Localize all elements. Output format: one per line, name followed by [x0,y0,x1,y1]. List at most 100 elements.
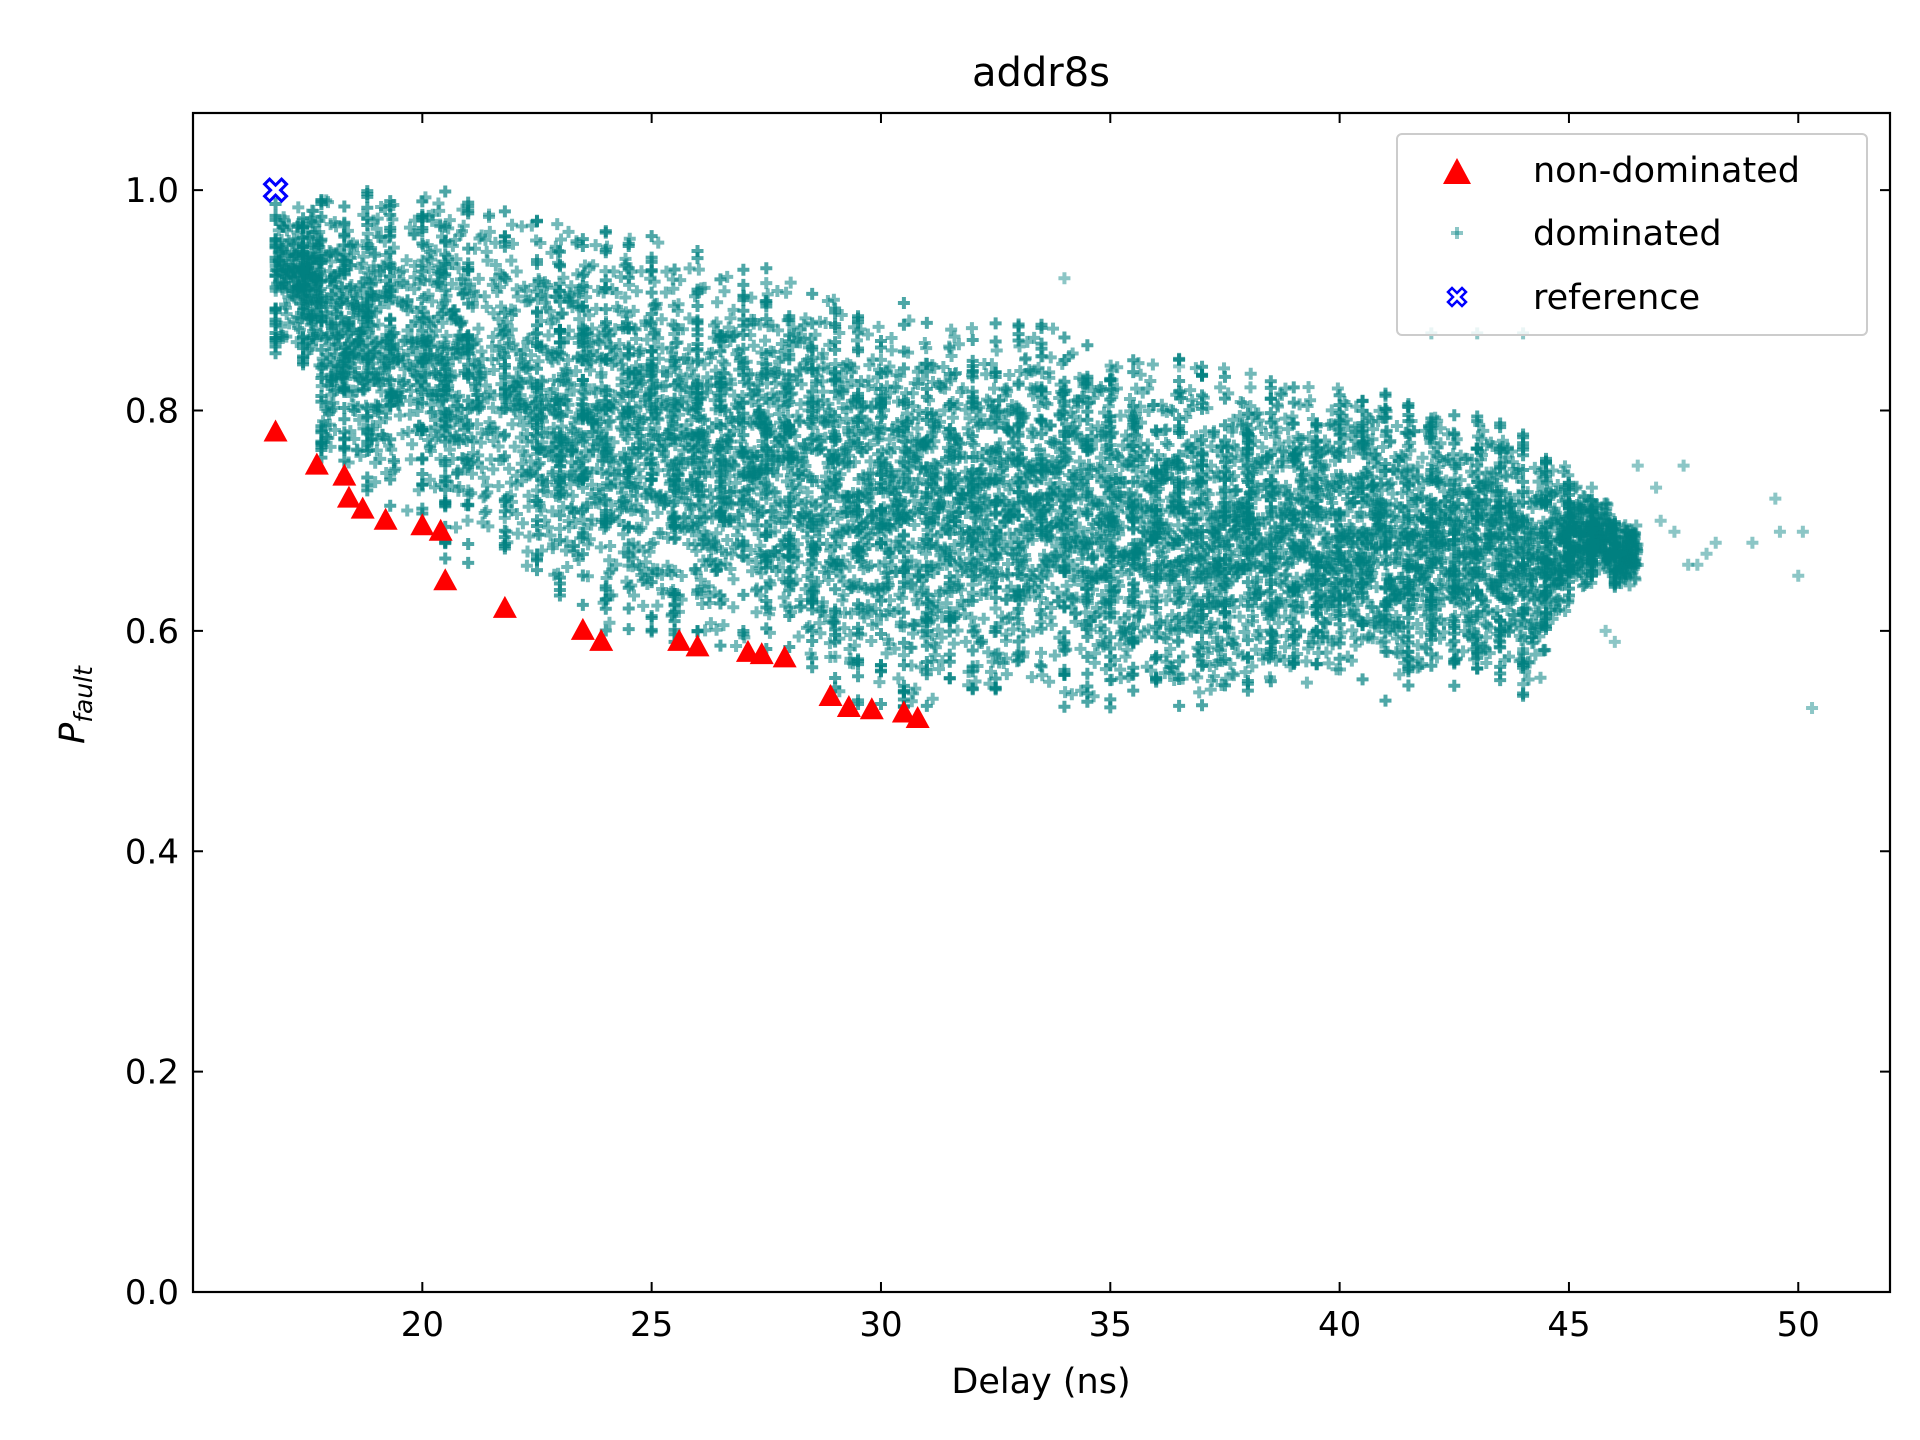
dominated-point [1012,602,1025,615]
dominated-point [705,499,718,512]
dominated-point [368,346,381,359]
dominated-point [338,200,351,213]
dominated-point [761,484,774,497]
dominated-point [974,417,987,430]
dominated-point [685,525,698,538]
dominated-point [925,537,938,550]
dominated-point [874,697,887,710]
dominated-point [778,439,791,452]
dominated-point [445,313,458,326]
dominated-point [897,529,910,542]
dominated-point [458,365,471,378]
dominated-point [645,405,658,418]
dominated-point [667,282,680,295]
dominated-point [1066,592,1079,605]
dominated-point [481,428,494,441]
dominated-point [616,423,629,436]
dominated-point [652,413,665,426]
dominated-point [651,563,664,576]
dominated-point [510,283,523,296]
dominated-point [422,358,435,371]
dominated-point [974,573,987,586]
dominated-point [793,414,806,427]
dominated-point [498,392,511,405]
dominated-point [629,377,642,390]
dominated-point [880,380,893,393]
dominated-point [714,597,727,610]
dominated-point [363,326,376,339]
dominated-point [391,352,404,365]
dominated-point [1003,447,1016,460]
dominated-point [384,350,397,363]
dominated-point [966,542,979,555]
dominated-point [769,363,782,376]
dominated-point [844,629,857,642]
dominated-point [848,574,861,587]
dominated-point [542,450,555,463]
dominated-point [840,412,853,425]
dominated-point [577,386,590,399]
dominated-point [508,440,521,453]
dominated-point [630,333,643,346]
dominated-point [576,435,589,448]
dominated-point [671,304,684,317]
dominated-point [897,345,910,358]
dominated-point [639,457,652,470]
dominated-point [1002,569,1015,582]
dominated-point [562,324,575,337]
dominated-point [1003,611,1016,624]
dominated-point [297,221,310,234]
dominated-point [737,278,750,291]
dominated-point [852,670,865,683]
dominated-point [691,252,704,265]
dominated-point [746,565,759,578]
dominated-point [714,507,727,520]
dominated-point [747,482,760,495]
dominated-point [440,363,453,376]
dominated-point [338,239,351,252]
dominated-point [933,380,946,393]
dominated-point [817,385,830,398]
dominated-point [874,505,887,518]
dominated-point [844,656,857,669]
dominated-point [820,560,833,573]
dominated-point [1044,611,1057,624]
dominated-point [1049,437,1062,450]
dominated-point [915,574,928,587]
dominated-point [676,323,689,336]
dominated-point [675,380,688,393]
dominated-point [622,422,635,435]
dominated-point [650,391,663,404]
dominated-point [522,295,535,308]
dominated-point [280,271,293,284]
dominated-point [980,443,993,456]
dominated-point [854,375,867,388]
dominated-point [933,557,946,570]
dominated-point [645,576,658,589]
dominated-point [645,452,658,465]
dominated-point [1052,466,1065,479]
dominated-point [418,274,431,287]
dominated-point [603,566,616,579]
dominated-point [706,466,719,479]
dominated-point [884,386,897,399]
dominated-point [803,620,816,633]
dominated-point [882,546,895,559]
dominated-point [538,445,551,458]
dominated-point [998,515,1011,528]
dominated-point [1028,475,1041,488]
dominated-point [819,431,832,444]
dominated-point [440,329,453,342]
dominated-point [465,487,478,500]
dominated-point [516,465,529,478]
dominated-point [683,312,696,325]
dominated-point [535,410,548,423]
dominated-point [725,378,738,391]
dominated-point [935,486,948,499]
dominated-point [492,313,505,326]
dominated-point [1028,581,1041,594]
dominated-point [633,524,646,537]
dominated-point [960,475,973,488]
dominated-point [819,317,832,330]
dominated-point [737,466,750,479]
